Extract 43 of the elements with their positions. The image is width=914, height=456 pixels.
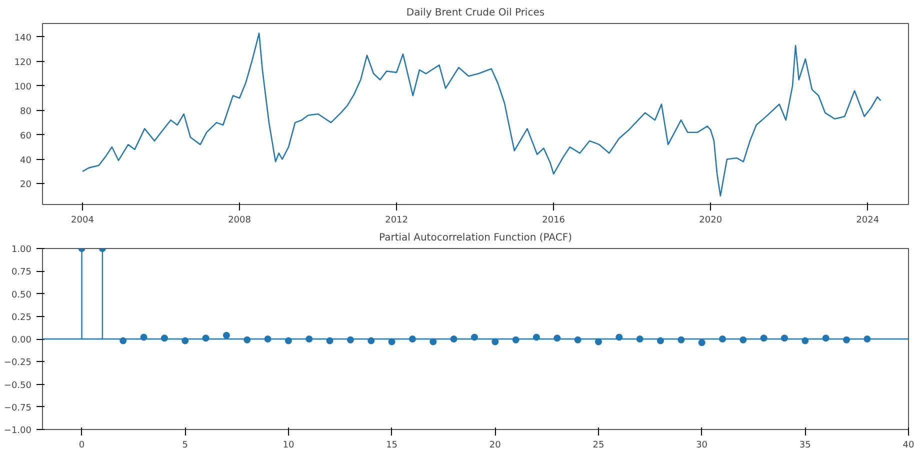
x-tick-label: 2012 (385, 216, 408, 226)
x-tick-label: 2016 (542, 216, 566, 226)
y-tick-label: 0.75 (11, 268, 32, 278)
point (222, 332, 230, 339)
x-tick-label: 15 (386, 440, 398, 450)
x-tick-label: 25 (592, 440, 604, 450)
y-tick-label: 20 (20, 180, 32, 190)
y-tick-label: 100 (14, 82, 32, 92)
x-tick-label: 2004 (71, 216, 94, 226)
point (388, 338, 396, 346)
y-tick-label: 80 (20, 106, 32, 117)
point (698, 339, 706, 346)
x-tick-label: 0 (78, 440, 85, 450)
x-tick-label: 5 (182, 440, 188, 450)
y-tick-label: −0.25 (4, 358, 32, 368)
x-tick-label: 2008 (228, 216, 252, 226)
point (656, 337, 664, 344)
chart-title: Daily Brent Crude Oil Prices (406, 8, 545, 18)
x-tick-label: 35 (799, 440, 811, 450)
point (430, 338, 437, 346)
x-tick-label: 40 (902, 440, 914, 450)
y-tick-label: 1.00 (11, 245, 32, 255)
point (532, 334, 540, 341)
x-tick-label: 2020 (699, 216, 722, 226)
y-tick-label: 120 (14, 58, 32, 68)
y-tick-label: 0.50 (11, 290, 32, 300)
y-tick-label: 60 (20, 131, 32, 142)
line-series (82, 32, 882, 197)
point (470, 334, 478, 341)
y-tick-label: 140 (14, 33, 32, 44)
y-tick-label: 40 (20, 156, 32, 166)
y-tick-label: −1.00 (4, 426, 32, 436)
point (594, 338, 602, 346)
x-tick-label: 2024 (856, 216, 880, 226)
chart-title: Partial Autocorrelation Function (PACF) (379, 232, 572, 244)
y-tick-label: −0.75 (4, 403, 32, 414)
x-tick-label: 10 (282, 440, 294, 450)
point (492, 338, 499, 346)
x-tick-label: 20 (489, 440, 502, 450)
y-tick-label: 0.25 (11, 312, 32, 323)
y-tick-label: 0.00 (11, 336, 32, 346)
y-tick-label: −0.50 (4, 380, 32, 391)
x-tick-label: 30 (696, 440, 708, 450)
